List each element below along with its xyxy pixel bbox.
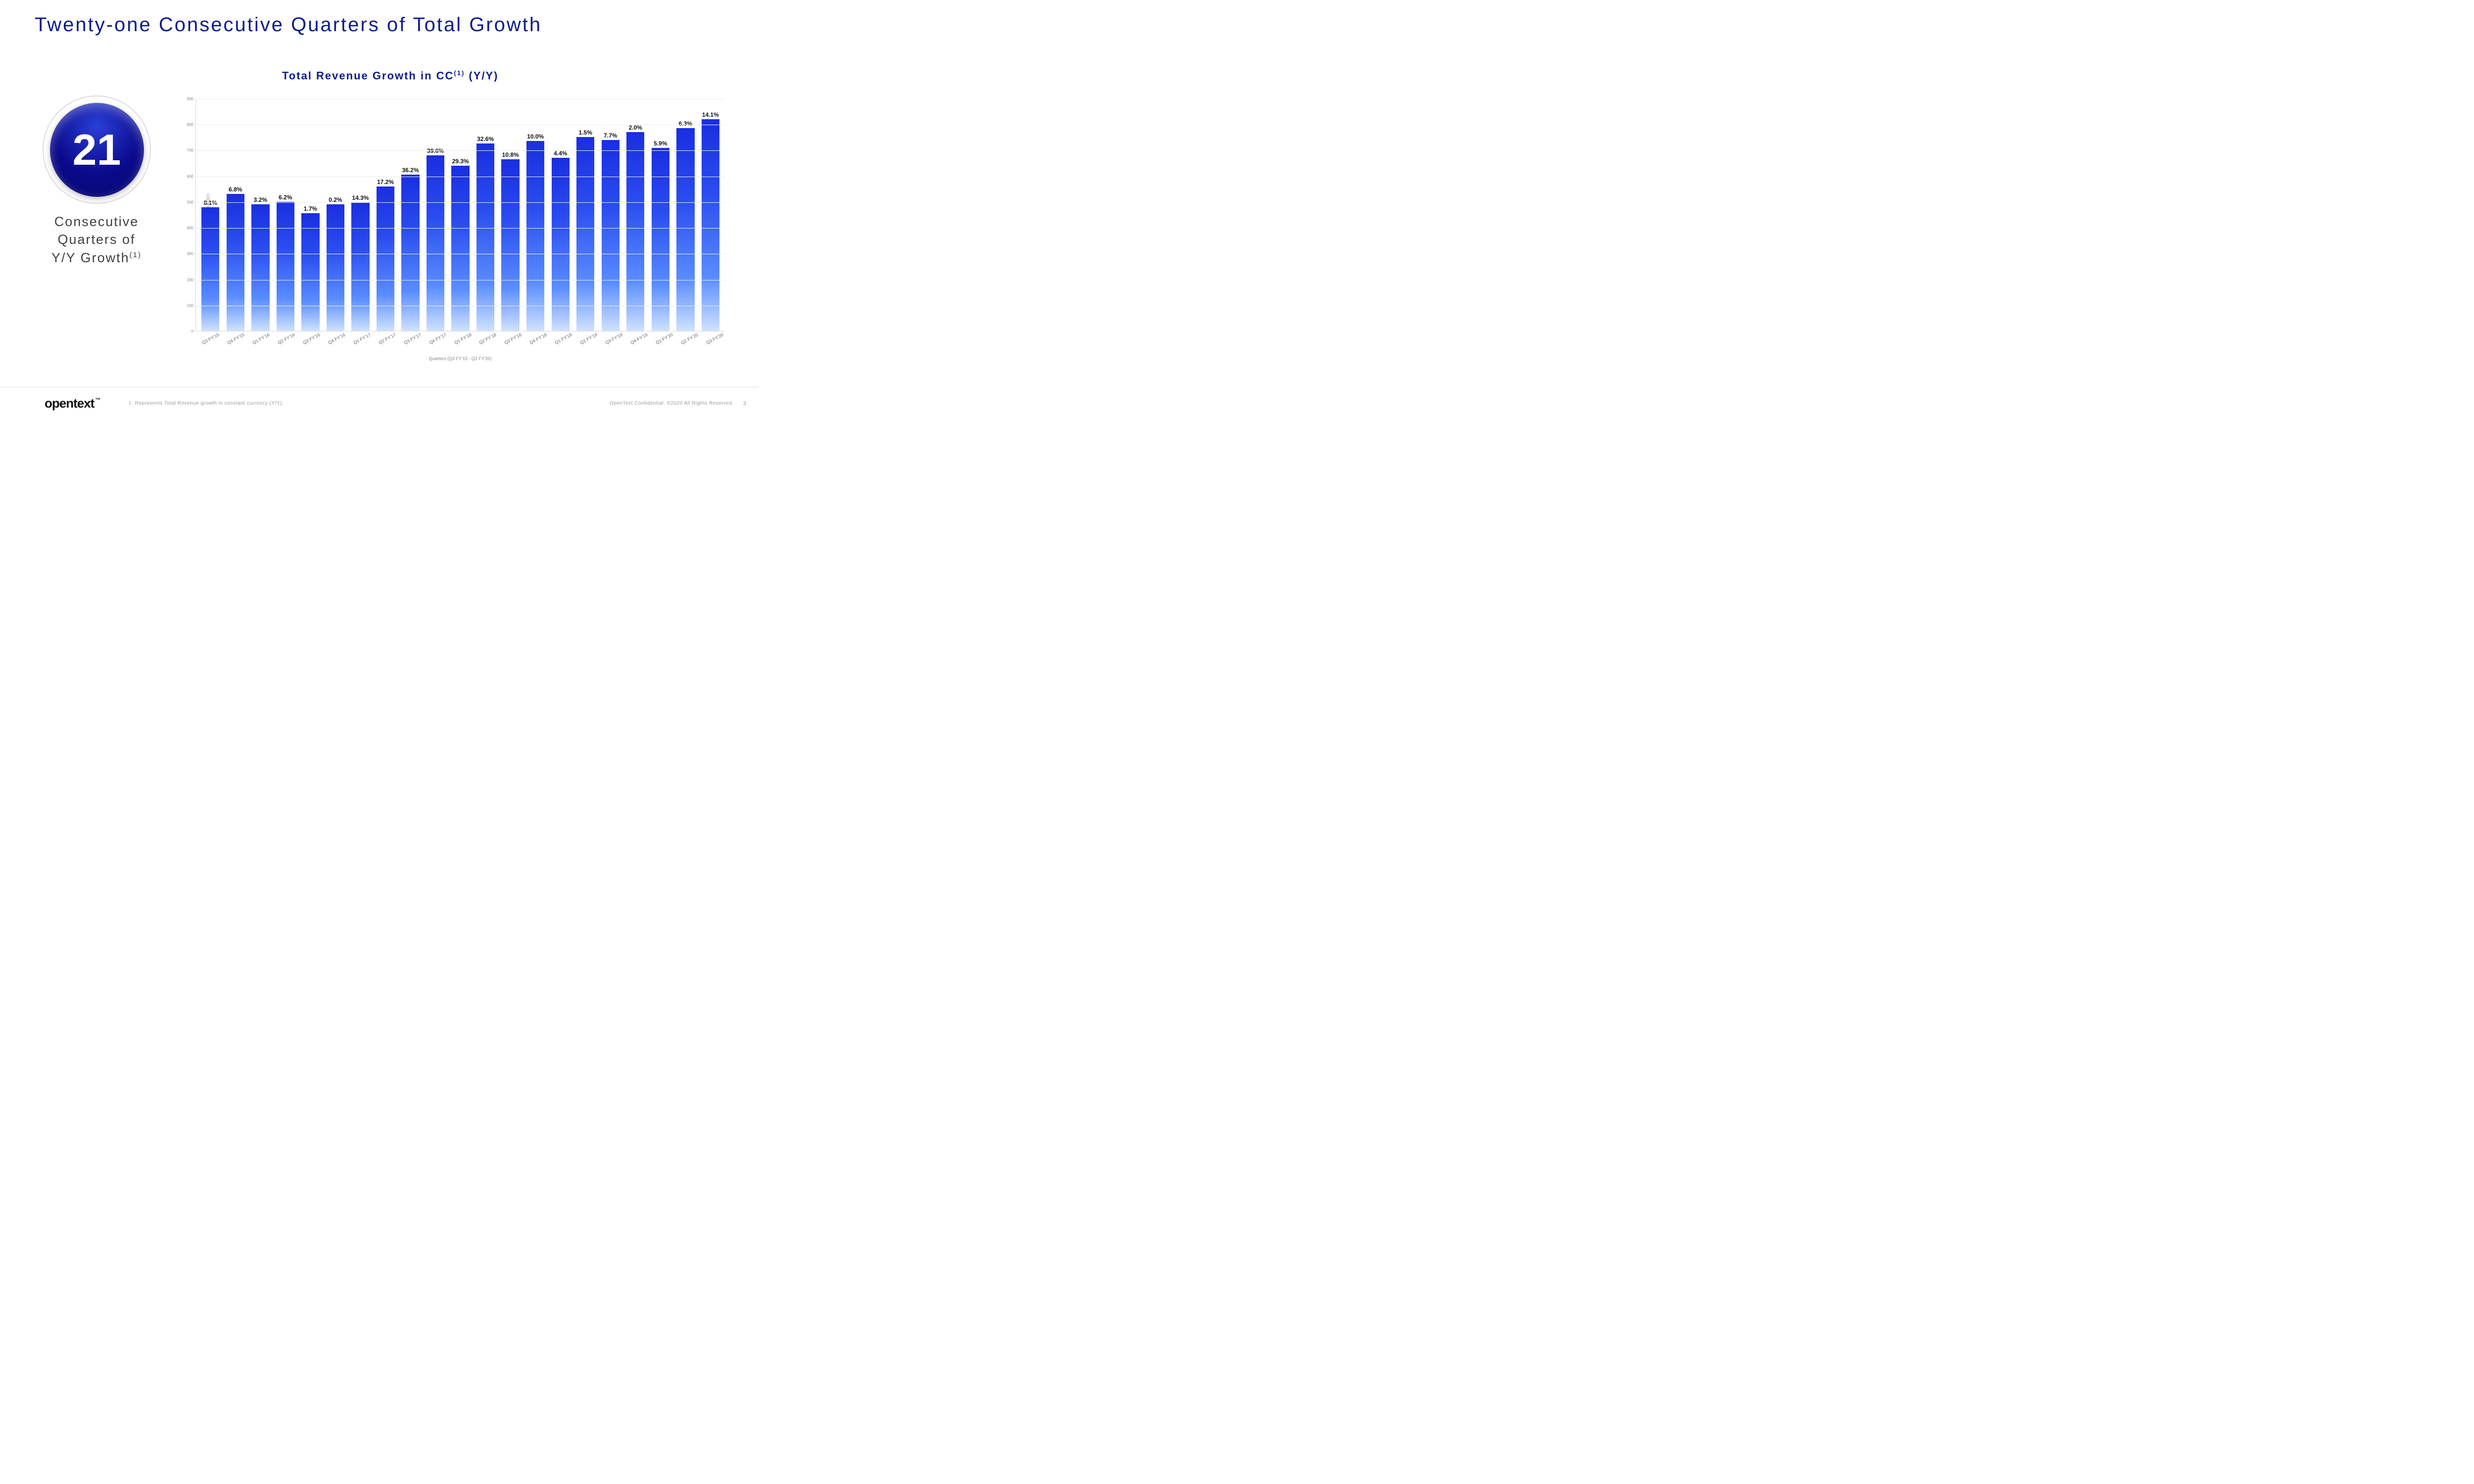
bar-label: 7.7%	[604, 132, 617, 139]
bar-wrap: 17.2%	[373, 99, 398, 331]
chart-bar	[602, 140, 619, 331]
badge-caption-line2: Quarters of	[32, 231, 161, 248]
chart-title-sup: (1)	[454, 69, 465, 77]
y-tick: 600	[187, 174, 196, 179]
chart-plot: 8.1% 6.8% 3.2% 6.2% 1.7% 0.2% 14.3% 17.2% 36.2% 3…	[195, 99, 725, 331]
badge-caption-sup: (1)	[130, 251, 142, 259]
bar-wrap: 1.7%	[298, 99, 323, 331]
page-number: 3	[743, 401, 746, 407]
chart-bar	[377, 186, 394, 331]
x-labels: Q3 FY'15Q4 FY'15Q1 FY'16Q2 FY'16Q3 FY'16…	[195, 334, 725, 342]
badge-caption-line3: Y/Y Growth(1)	[32, 249, 161, 267]
bar-wrap: 6.2%	[273, 99, 298, 331]
chart-bar	[451, 166, 469, 331]
y-tick: 900	[187, 97, 196, 101]
bar-label: 10.0%	[527, 133, 544, 140]
grid-line	[196, 228, 725, 229]
y-tick: 400	[187, 226, 196, 231]
bar-wrap: 2.0%	[623, 99, 648, 331]
bar-wrap: 6.3%	[673, 99, 698, 331]
bar-label: 17.2%	[377, 179, 394, 186]
chart-title: Total Revenue Growth in CC(1) (Y/Y)	[282, 69, 499, 82]
bar-label: 8.1%	[204, 199, 217, 206]
chart-title-pre: Total Revenue Growth in CC	[282, 69, 454, 82]
bar-wrap: 3.2%	[248, 99, 273, 331]
badge-caption-line3-text: Y/Y Growth	[51, 250, 130, 265]
copyright: OpenText Confidential. ©2020 All Rights …	[610, 401, 734, 406]
bar-wrap: 10.8%	[498, 99, 523, 331]
chart-bar	[251, 204, 269, 331]
y-tick: 0	[191, 329, 196, 334]
bar-wrap: 6.8%	[223, 99, 248, 331]
bar-label: 29.3%	[452, 158, 469, 165]
badge-number: 21	[73, 125, 121, 175]
chart-title-post: (Y/Y)	[465, 69, 498, 82]
logo-tm: ™	[95, 397, 100, 403]
chart-bar	[676, 128, 694, 331]
chart-bar	[526, 141, 544, 331]
bar-wrap: 39.6%	[423, 99, 448, 331]
chart-bar	[552, 158, 570, 331]
bar-label: 14.3%	[352, 194, 369, 201]
x-axis-label: Quarters (Q3 FY'15 - Q3 FY'20)	[195, 356, 725, 361]
bar-label: 6.2%	[279, 194, 292, 201]
bar-wrap: 5.9%	[648, 99, 673, 331]
bar-wrap: 32.6%	[473, 99, 498, 331]
chart-bar	[626, 132, 644, 331]
slide-title: Twenty-one Consecutive Quarters of Total…	[35, 14, 542, 36]
bar-label: 36.2%	[402, 167, 419, 174]
chart-bar	[351, 202, 369, 331]
bar-label: 5.9%	[654, 140, 667, 147]
y-tick: 800	[187, 123, 196, 127]
chart-bars: 8.1% 6.8% 3.2% 6.2% 1.7% 0.2% 14.3% 17.2% 36.2% 3…	[196, 99, 725, 331]
chart-bar	[227, 194, 244, 331]
chart-bar	[401, 175, 419, 331]
grid-line	[196, 202, 725, 203]
logo: opentext™	[45, 396, 99, 411]
chart-bar	[301, 213, 319, 331]
y-tick: 300	[187, 252, 196, 256]
y-tick: 500	[187, 200, 196, 204]
bar-wrap: 8.1%	[198, 99, 223, 331]
bar-label: 1.7%	[304, 205, 317, 212]
bar-wrap: 14.3%	[348, 99, 373, 331]
chart-bar	[327, 204, 344, 331]
y-tick: 200	[187, 278, 196, 282]
grid-line	[196, 150, 725, 151]
bar-label: 6.3%	[679, 120, 692, 127]
y-tick: 700	[187, 148, 196, 153]
chart-bar	[652, 148, 669, 331]
chart-bar	[201, 207, 219, 331]
bar-label: 32.6%	[477, 136, 494, 142]
footnote: 1. Represents Total Revenue growth in co…	[129, 401, 284, 406]
bar-label: 14.1%	[702, 111, 719, 118]
bar-label: 6.8%	[229, 186, 242, 193]
bar-wrap: 36.2%	[398, 99, 423, 331]
chart-bar	[476, 143, 494, 331]
badge-circle-outer: 21	[44, 96, 150, 203]
bar-wrap: 0.2%	[323, 99, 348, 331]
bar-wrap: 1.5%	[573, 99, 598, 331]
chart-bar	[576, 137, 594, 331]
bar-label: 10.8%	[502, 151, 519, 158]
bar-wrap: 10.0%	[523, 99, 548, 331]
bar-wrap: 14.1%	[698, 99, 723, 331]
chart-bar	[427, 155, 444, 331]
logo-text: opentext	[45, 396, 94, 411]
badge-caption-line1: Consecutive	[32, 213, 161, 231]
badge-circle-inner: 21	[50, 103, 144, 197]
chart-bar	[277, 202, 294, 331]
bar-wrap: 7.7%	[598, 99, 623, 331]
y-tick: 100	[187, 303, 196, 308]
bar-wrap: 4.4%	[548, 99, 573, 331]
bar-label: 1.5%	[579, 129, 592, 136]
bar-wrap: 29.3%	[448, 99, 473, 331]
badge-caption: Consecutive Quarters of Y/Y Growth(1)	[32, 213, 161, 267]
chart-area: Total Revenues in CC (in millions USD) 8…	[173, 94, 732, 371]
